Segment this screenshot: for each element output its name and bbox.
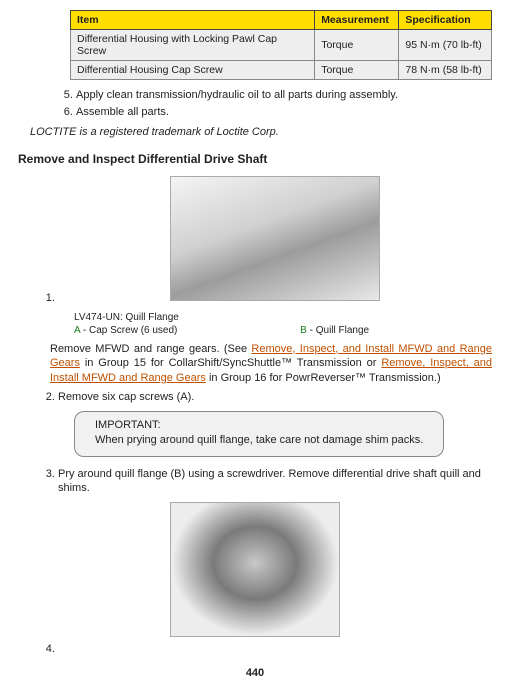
procedure-list-cont3 (40, 642, 492, 657)
cell: Torque (315, 30, 399, 61)
para-lead: Remove MFWD and range gears. (See (50, 343, 251, 355)
figure-1-legend: A - Cap Screw (6 used) B - Quill Flange (74, 325, 492, 336)
proc-step-3: Pry around quill flange (B) using a scre… (58, 467, 492, 497)
proc-step-1 (58, 176, 492, 306)
th-spec: Specification (399, 11, 492, 30)
page-number: 440 (0, 667, 510, 679)
figure-1-wrap (58, 176, 492, 306)
step-5: Apply clean transmission/hydraulic oil t… (76, 88, 492, 103)
table-row: Differential Housing Cap Screw Torque 78… (71, 61, 492, 80)
proc-1-para: Remove MFWD and range gears. (See Remove… (50, 342, 492, 387)
spec-table: Item Measurement Specification Different… (70, 10, 492, 80)
procedure-list-cont: Remove six cap screws (A). (40, 390, 492, 405)
procedure-list-cont2: Pry around quill flange (B) using a scre… (40, 467, 492, 497)
legend-a-text: - Cap Screw (6 used) (80, 325, 177, 336)
important-box: IMPORTANT: When prying around quill flan… (74, 411, 444, 457)
step-list-a: Apply clean transmission/hydraulic oil t… (58, 88, 492, 120)
trademark-note: LOCTITE is a registered trademark of Loc… (30, 126, 492, 138)
cell: Differential Housing with Locking Pawl C… (71, 30, 315, 61)
important-label: IMPORTANT: (95, 418, 431, 433)
figure-1-image (170, 176, 380, 301)
th-meas: Measurement (315, 11, 399, 30)
para-mid1: in Group 15 for CollarShift/SyncShuttle™… (80, 357, 381, 369)
step-6: Assemble all parts. (76, 105, 492, 120)
legend-b-letter: B (300, 325, 307, 336)
th-item: Item (71, 11, 315, 30)
spec-table-wrap: Item Measurement Specification Different… (70, 10, 492, 80)
important-text: When prying around quill flange, take ca… (95, 434, 423, 446)
cell: 78 N·m (58 lb-ft) (399, 61, 492, 80)
figure-2-image (170, 502, 340, 637)
cell: Torque (315, 61, 399, 80)
proc-step-2: Remove six cap screws (A). (58, 390, 492, 405)
cell: 95 N·m (70 lb-ft) (399, 30, 492, 61)
section-heading: Remove and Inspect Differential Drive Sh… (18, 152, 492, 166)
proc-step-4 (58, 642, 492, 657)
legend-b-text: - Quill Flange (307, 325, 369, 336)
figure-1-caption: LV474-UN: Quill Flange (74, 312, 492, 323)
table-row: Differential Housing with Locking Pawl C… (71, 30, 492, 61)
procedure-list (40, 176, 492, 306)
cell: Differential Housing Cap Screw (71, 61, 315, 80)
para-mid2: in Group 16 for PowrReverser™ Transmissi… (206, 372, 441, 384)
figure-2-wrap (18, 502, 492, 640)
